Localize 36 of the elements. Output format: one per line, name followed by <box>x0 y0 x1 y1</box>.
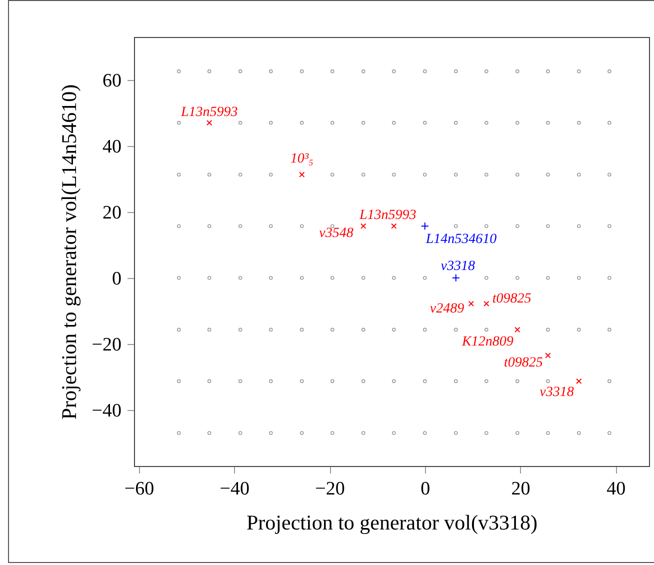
x-tick-label: −40 <box>220 478 250 500</box>
annotation: v2489 <box>430 302 464 317</box>
point <box>468 300 474 306</box>
y-tick-label: −40 <box>92 400 122 422</box>
x-tick-label: −60 <box>124 478 154 500</box>
y-tick-label: 0 <box>112 268 122 290</box>
point <box>299 172 305 178</box>
point <box>545 352 551 358</box>
annotation: v3318 <box>540 385 574 400</box>
point <box>452 274 460 282</box>
point <box>514 326 520 333</box>
annotation: t09825 <box>504 355 543 370</box>
annotation: L14n534610 <box>424 232 497 248</box>
annotation: L13n5993 <box>180 104 238 120</box>
annotation: 10³₅ <box>290 152 314 167</box>
point <box>391 223 397 229</box>
point <box>576 378 582 384</box>
annotation: t09825 <box>492 292 532 307</box>
annotation: v3548 <box>319 226 354 242</box>
x-tick-label: 40 <box>606 478 626 500</box>
y-axis-title: Projection to generator vol(L14n54610) <box>56 84 81 420</box>
point <box>206 120 212 126</box>
annotation: v3318 <box>440 258 475 274</box>
y-tick-label: 60 <box>102 70 122 92</box>
point <box>360 223 366 229</box>
annotation: L13n5993 <box>358 208 416 224</box>
x-tick-label: −20 <box>315 478 345 500</box>
annotation: K12n809 <box>461 334 514 350</box>
y-tick-label: 40 <box>102 136 122 158</box>
x-tick-label: 0 <box>420 478 430 500</box>
y-tick-label: 20 <box>102 202 122 224</box>
x-axis-title: Projection to generator vol(v3318) <box>246 510 538 534</box>
point <box>420 222 429 230</box>
y-tick-label: −20 <box>92 334 122 356</box>
x-tick-label: 20 <box>511 478 530 500</box>
point <box>484 300 490 306</box>
